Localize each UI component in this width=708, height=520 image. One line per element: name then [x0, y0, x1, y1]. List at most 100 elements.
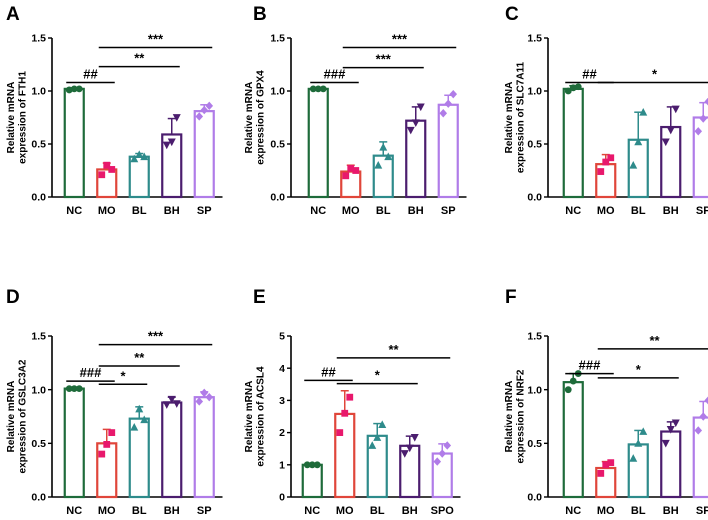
bar-bl — [128, 155, 150, 199]
data-point — [444, 99, 453, 108]
panel-letter: E — [253, 287, 266, 308]
data-point — [597, 168, 605, 175]
x-tick-label: MO — [336, 505, 354, 517]
data-point — [671, 419, 680, 428]
data-point — [172, 400, 181, 408]
significance-label: * — [636, 362, 642, 377]
data-point — [347, 164, 355, 172]
bar-nc — [307, 87, 329, 199]
x-tick-label: BH — [663, 505, 679, 517]
x-tick-label: BH — [164, 205, 180, 217]
x-tick-label: NC — [565, 505, 581, 517]
data-point — [167, 395, 176, 404]
y-tick-label: 1 — [279, 459, 285, 471]
data-point — [373, 433, 382, 441]
x-tick-label: NC — [66, 505, 82, 517]
y-axis-label: Relative mRNAexpression of GPX4 — [244, 70, 267, 165]
data-point — [666, 126, 675, 135]
x-tick-label: MO — [98, 505, 116, 517]
data-point — [639, 427, 648, 435]
data-point — [405, 444, 414, 453]
significance-label: ### — [80, 365, 102, 380]
data-point — [699, 412, 708, 421]
data-point — [342, 172, 350, 180]
data-point — [634, 439, 643, 447]
x-tick-label: BL — [631, 205, 646, 217]
bar-bh — [405, 119, 427, 199]
bar-sp — [692, 116, 708, 199]
data-point — [433, 457, 442, 466]
data-point — [75, 85, 83, 93]
significance-label: ** — [134, 51, 145, 66]
bar-nc — [301, 463, 323, 499]
data-point — [195, 112, 204, 121]
data-point — [135, 404, 144, 413]
data-point — [384, 152, 393, 161]
data-point — [135, 150, 144, 158]
data-point — [140, 415, 149, 424]
data-point — [574, 83, 582, 91]
data-point — [671, 105, 680, 114]
y-tick-label: 0.0 — [270, 192, 285, 204]
data-point — [140, 152, 149, 161]
x-tick-label: MO — [98, 205, 116, 217]
x-tick-label: BH — [164, 505, 180, 517]
data-point — [368, 441, 377, 449]
x-tick-label: NC — [304, 505, 320, 517]
y-tick-label: 5 — [279, 331, 285, 343]
significance-label: ### — [324, 67, 346, 82]
data-point — [666, 425, 675, 434]
y-tick-label: 1.0 — [527, 384, 542, 396]
data-point — [162, 401, 171, 409]
panel-a: A Relative mRNAexpression of FTH1 0.0 0.5 1.… — [6, 4, 223, 217]
data-point — [694, 426, 703, 435]
data-point — [314, 85, 322, 93]
data-point — [639, 108, 648, 116]
data-point — [400, 450, 409, 458]
panel-c: C Relative mRNAexpression of SLC7A11 0.0 0.… — [504, 4, 708, 217]
significance-label: *** — [148, 329, 164, 344]
data-point — [205, 101, 214, 111]
data-point — [108, 166, 116, 173]
data-point — [607, 459, 615, 467]
y-tick-label: 0.5 — [527, 438, 542, 450]
data-point — [200, 105, 209, 115]
significance-label: ### — [579, 358, 601, 373]
data-point — [379, 142, 388, 151]
x-tick-label: MO — [342, 205, 360, 217]
significance-label: *** — [392, 32, 408, 47]
y-tick-label: 4 — [279, 363, 285, 375]
data-point — [661, 138, 670, 147]
bar-mo — [334, 412, 356, 499]
data-point — [75, 385, 83, 392]
panel-f: F Relative mRNAexpression of NRF2 0.0 0.5 1.… — [504, 287, 708, 517]
data-point — [167, 138, 176, 147]
data-point — [634, 137, 643, 146]
data-point — [98, 171, 106, 179]
data-point — [661, 439, 670, 448]
x-tick-label: NC — [310, 205, 326, 217]
data-point — [629, 161, 638, 169]
x-tick-label: SPO — [431, 505, 455, 517]
bar-nc — [63, 387, 85, 499]
data-point — [439, 109, 448, 118]
y-axis-label-line: expression of NRF2 — [516, 369, 527, 463]
x-tick-label: NC — [565, 205, 581, 217]
bar-sp — [193, 396, 215, 499]
y-axis-label: Relative mRNAexpression of SLC7A11 — [504, 61, 527, 173]
y-tick-label: 0.5 — [527, 139, 542, 151]
y-tick-label: 0.0 — [31, 492, 46, 504]
data-point — [200, 388, 209, 398]
x-tick-label: SP — [696, 505, 708, 517]
data-point — [607, 154, 615, 162]
y-tick-label: 3 — [279, 395, 285, 407]
bar-bl — [627, 443, 649, 499]
y-tick-label: 1.0 — [31, 86, 46, 98]
x-tick-label: SP — [441, 205, 456, 217]
data-point — [704, 396, 708, 405]
data-point — [65, 385, 73, 392]
panel-letter: A — [6, 4, 20, 25]
data-point — [130, 154, 139, 163]
data-point — [597, 469, 605, 477]
x-tick-label: MO — [597, 505, 615, 517]
